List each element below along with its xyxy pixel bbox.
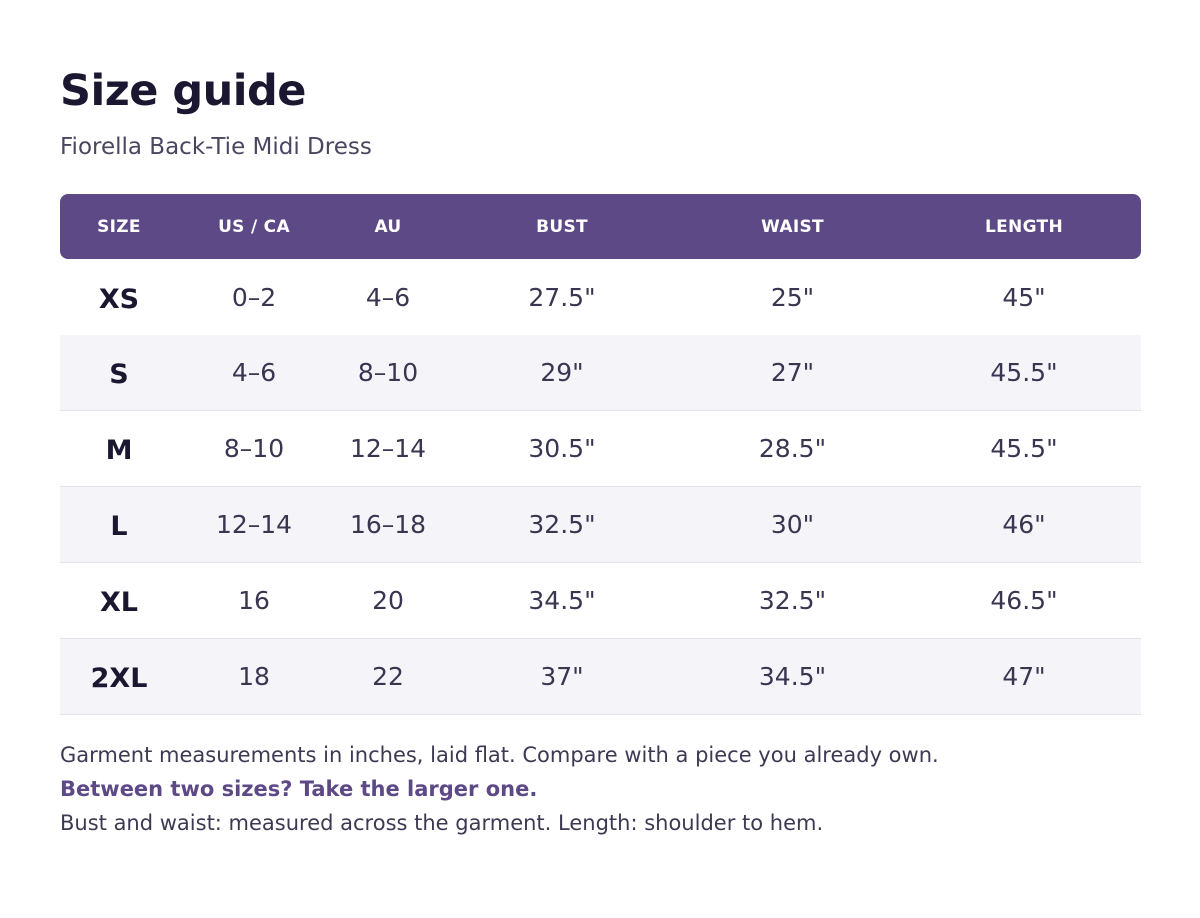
size-cell: M bbox=[105, 435, 133, 466]
size-cell: 2XL bbox=[90, 663, 148, 694]
waist-cell: 28.5" bbox=[758, 434, 827, 463]
bust-cell: 27.5" bbox=[528, 282, 596, 312]
bust-cell: 30.5" bbox=[528, 434, 596, 463]
table-row: M 8–10 12–14 30.5" 28.5" 45.5" bbox=[60, 411, 1141, 487]
column-header-us-ca: US / CA bbox=[218, 216, 290, 237]
column-header-au: AU bbox=[374, 216, 402, 237]
length-cell: 45" bbox=[1002, 282, 1046, 312]
column-header-waist: WAIST bbox=[761, 216, 824, 237]
waist-cell: 34.5" bbox=[758, 662, 827, 691]
column-header-size: SIZE bbox=[97, 216, 141, 237]
size-cell: S bbox=[109, 359, 129, 390]
us-ca-cell: 12–14 bbox=[215, 510, 293, 539]
length-cell: 45.5" bbox=[990, 434, 1058, 463]
sizing-tip: Between two sizes? Take the larger one. bbox=[60, 777, 538, 801]
us-ca-cell: 18 bbox=[238, 662, 270, 691]
length-cell: 46" bbox=[1002, 510, 1046, 539]
waist-cell: 27" bbox=[770, 358, 815, 387]
waist-cell: 25" bbox=[770, 282, 815, 312]
au-cell: 20 bbox=[372, 586, 404, 615]
us-ca-cell: 0–2 bbox=[231, 282, 277, 312]
measurement-definitions: Bust and waist: measured across the garm… bbox=[60, 811, 824, 835]
measurement-note: Garment measurements in inches, laid fla… bbox=[60, 743, 939, 767]
au-cell: 8–10 bbox=[357, 358, 419, 387]
bust-cell: 34.5" bbox=[528, 586, 596, 615]
us-ca-cell: 8–10 bbox=[223, 434, 285, 463]
au-cell: 12–14 bbox=[349, 434, 427, 463]
column-header-bust: BUST bbox=[536, 216, 588, 237]
table-row: 2XL 18 22 37" 34.5" 47" bbox=[60, 639, 1141, 715]
size-cell: XS bbox=[98, 283, 140, 315]
au-cell: 22 bbox=[372, 662, 404, 691]
fit-notes: Garment measurements in inches, laid fla… bbox=[60, 738, 939, 840]
length-cell: 45.5" bbox=[990, 358, 1058, 387]
bust-cell: 37" bbox=[540, 662, 584, 691]
table-row: XS 0–2 4–6 27.5" 25" 45" bbox=[60, 259, 1141, 335]
size-cell: L bbox=[110, 511, 128, 542]
waist-cell: 32.5" bbox=[758, 586, 827, 615]
waist-cell: 30" bbox=[770, 510, 815, 539]
au-cell: 16–18 bbox=[349, 510, 427, 539]
table-row: L 12–14 16–18 32.5" 30" 46" bbox=[60, 487, 1141, 563]
size-cell: XL bbox=[99, 587, 139, 618]
page-title: Size guide bbox=[60, 66, 306, 116]
length-cell: 46.5" bbox=[990, 586, 1058, 615]
size-table: SIZE US / CA AU BUST WAIST LENGTH XS 0–2… bbox=[60, 194, 1141, 715]
table-row: S 4–6 8–10 29" 27" 45.5" bbox=[60, 335, 1141, 411]
column-header-length: LENGTH bbox=[985, 216, 1063, 237]
bust-cell: 29" bbox=[540, 358, 584, 387]
length-cell: 47" bbox=[1002, 662, 1046, 691]
us-ca-cell: 4–6 bbox=[231, 358, 277, 387]
table-row: XL 16 20 34.5" 32.5" 46.5" bbox=[60, 563, 1141, 639]
bust-cell: 32.5" bbox=[528, 510, 596, 539]
table-header: SIZE US / CA AU BUST WAIST LENGTH bbox=[60, 194, 1141, 259]
au-cell: 4–6 bbox=[365, 282, 411, 312]
us-ca-cell: 16 bbox=[238, 586, 270, 615]
product-name: Fiorella Back-Tie Midi Dress bbox=[60, 134, 372, 160]
